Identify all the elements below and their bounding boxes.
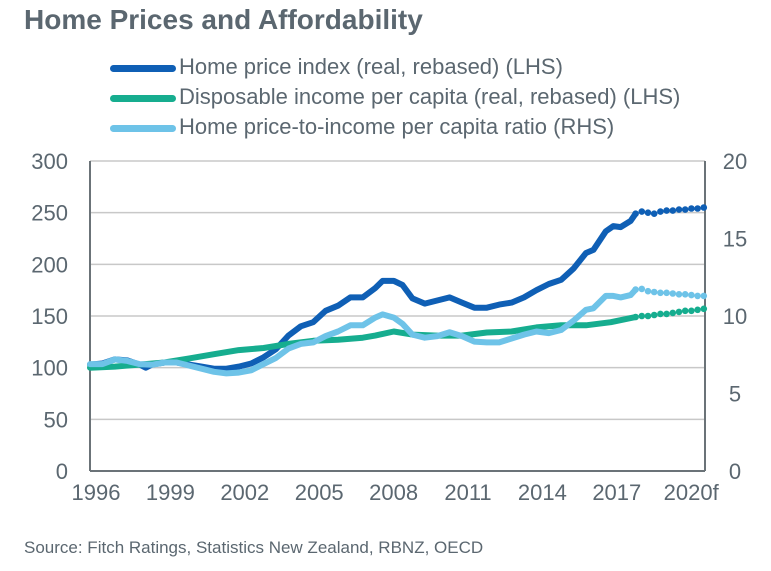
forecast-point-2-5 bbox=[663, 289, 670, 297]
forecast-point-2-8 bbox=[681, 291, 689, 298]
y-right-tick-label: 20 bbox=[723, 149, 747, 174]
forecast-point-2-11 bbox=[700, 292, 708, 300]
y-left-tick-label: 100 bbox=[31, 356, 68, 381]
forecast-point-0-7 bbox=[675, 206, 683, 213]
forecast-point-2-2 bbox=[644, 287, 652, 295]
forecast-point-1-3 bbox=[650, 311, 658, 319]
y-left-tick-label: 50 bbox=[44, 407, 68, 432]
forecast-point-0-6 bbox=[669, 207, 677, 214]
legend-label-ratio: Home price-to-income per capita ratio (R… bbox=[179, 114, 615, 139]
forecast-point-1-2 bbox=[644, 312, 652, 320]
legend-label-income: Disposable income per capita (real, reba… bbox=[179, 84, 681, 109]
forecast-point-2-3 bbox=[650, 288, 658, 296]
forecast-point-0-4 bbox=[657, 208, 664, 215]
x-tick-label: 2008 bbox=[369, 480, 418, 505]
y-right-tick-label: 15 bbox=[723, 227, 747, 252]
forecast-point-2-9 bbox=[688, 291, 695, 299]
forecast-point-1-4 bbox=[657, 310, 664, 318]
x-tick-label: 1996 bbox=[72, 480, 121, 505]
tick-labels: 0 50 100 150 200 250 300 0 5 10 15 20 1996 1999 2002 20… bbox=[31, 149, 747, 505]
x-tick-label: 2011 bbox=[444, 480, 491, 505]
forecast-point-1-11 bbox=[700, 305, 708, 313]
forecast-point-1-10 bbox=[694, 306, 701, 314]
legend-item-income: Disposable income per capita (real, reba… bbox=[110, 82, 680, 112]
forecast-point-2-6 bbox=[669, 290, 677, 297]
y-left-tick-label: 300 bbox=[31, 149, 68, 174]
x-tick-label: 1999 bbox=[146, 480, 195, 505]
series-line-1 bbox=[87, 314, 639, 371]
forecast-point-1-0 bbox=[632, 313, 639, 321]
forecast-point-2-4 bbox=[657, 289, 664, 297]
legend: Home price index (real, rebased) (LHS) D… bbox=[110, 52, 680, 142]
legend-swatch-income bbox=[110, 94, 176, 102]
chart-title: Home Prices and Affordability bbox=[24, 4, 423, 35]
forecast-point-1-1 bbox=[638, 312, 646, 320]
forecast-point-0-2 bbox=[644, 209, 652, 216]
forecast-point-2-10 bbox=[694, 292, 701, 300]
forecast-point-0-1 bbox=[638, 208, 646, 215]
y-right-tick-label: 5 bbox=[729, 382, 741, 407]
x-tick-label: 2014 bbox=[518, 480, 567, 505]
series-group bbox=[87, 204, 708, 377]
y-right-tick-label: 0 bbox=[729, 459, 741, 484]
forecast-point-2-7 bbox=[675, 291, 683, 298]
forecast-point-0-3 bbox=[650, 210, 658, 217]
series-line-0 bbox=[87, 210, 639, 372]
x-tick-label: 2020f bbox=[664, 480, 720, 505]
y-left-tick-label: 0 bbox=[56, 459, 68, 484]
forecast-point-1-6 bbox=[669, 309, 677, 317]
legend-item-ratio: Home price-to-income per capita ratio (R… bbox=[110, 112, 680, 142]
forecast-point-2-0 bbox=[632, 286, 639, 293]
forecast-point-0-8 bbox=[681, 206, 689, 213]
grid-lines bbox=[90, 160, 705, 421]
x-tick-label: 2017 bbox=[592, 480, 641, 505]
x-tick-label: 2002 bbox=[220, 480, 269, 505]
y-left-tick-label: 150 bbox=[31, 304, 68, 329]
forecast-point-1-8 bbox=[681, 307, 689, 315]
forecast-point-1-9 bbox=[688, 307, 695, 315]
series-line-2 bbox=[87, 286, 639, 377]
x-tick-label: 2005 bbox=[295, 480, 344, 505]
y-left-tick-label: 200 bbox=[31, 252, 68, 277]
forecast-point-0-11 bbox=[700, 204, 708, 211]
forecast-point-0-0 bbox=[632, 210, 639, 217]
legend-item-home-price: Home price index (real, rebased) (LHS) bbox=[110, 52, 680, 82]
forecast-point-0-9 bbox=[688, 205, 695, 212]
y-right-tick-label: 10 bbox=[723, 304, 747, 329]
forecast-point-1-5 bbox=[663, 310, 670, 318]
forecast-point-0-10 bbox=[694, 205, 701, 212]
legend-label-home-price: Home price index (real, rebased) (LHS) bbox=[179, 54, 563, 79]
forecast-point-2-1 bbox=[638, 285, 646, 293]
y-left-tick-label: 250 bbox=[31, 201, 68, 226]
legend-swatch-ratio bbox=[110, 124, 176, 132]
source-note: Source: Fitch Ratings, Statistics New Ze… bbox=[24, 538, 484, 557]
forecast-point-0-5 bbox=[663, 207, 670, 214]
axes bbox=[89, 161, 706, 472]
forecast-point-1-7 bbox=[675, 308, 683, 316]
legend-swatch-home-price bbox=[110, 64, 176, 72]
